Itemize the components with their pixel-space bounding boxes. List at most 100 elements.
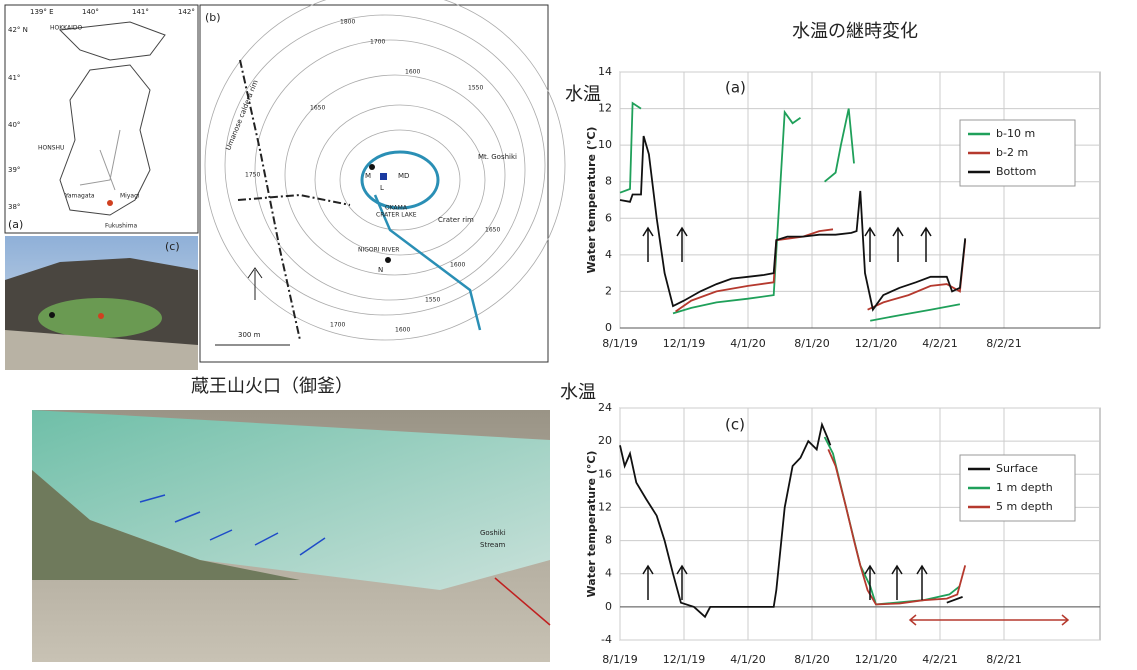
lat-label: 39° <box>8 166 20 174</box>
side-title: 水温 <box>565 84 601 105</box>
chart: -4 0 4 8 12 16 20 24 8/1/19 12/1/19 4/1/20 8/1/20 12… <box>560 382 1100 666</box>
lake-label: OKAMA <box>385 205 408 212</box>
lake-label: CRATER LAKE <box>376 212 417 219</box>
contour-label: 1750 <box>245 172 260 179</box>
contour-label: 1650 <box>310 105 325 112</box>
y-tick-label: 24 <box>598 401 612 414</box>
site-label: M <box>365 172 371 180</box>
y-tick-label: 14 <box>598 65 612 78</box>
y-tick-label: 4 <box>605 248 612 261</box>
x-tick-label: 12/1/19 <box>663 337 705 350</box>
y-tick-label: 8 <box>605 534 612 547</box>
map-a: 139° E 140° 141° 142° 42° N 41° 40° 39° … <box>5 5 198 233</box>
place-label: HONSHU <box>38 145 64 152</box>
x-tick-label: 12/1/19 <box>663 653 705 666</box>
rim-label: Crater rim <box>438 216 474 224</box>
x-tick-label: 8/1/19 <box>602 653 637 666</box>
y-tick-label: 0 <box>605 600 612 613</box>
x-tick-label: 4/1/20 <box>730 653 765 666</box>
y-axis-label: Water temperature (°C) <box>585 451 598 598</box>
site-marker <box>380 173 387 180</box>
contour-label: 1550 <box>468 85 483 92</box>
site-marker <box>385 257 391 263</box>
photo-c: (c) <box>5 236 198 370</box>
x-tick-label: 4/2/21 <box>922 337 957 350</box>
x-tick-label: 8/1/20 <box>794 653 829 666</box>
contour-label: 1650 <box>485 227 500 234</box>
river-label: NIGORI RIVER <box>358 247 399 254</box>
panel-label: (c) <box>165 240 180 253</box>
contour-label: 1600 <box>450 262 465 269</box>
annotation: (c) <box>725 416 745 434</box>
y-tick-label: 12 <box>598 500 612 513</box>
y-tick-label: 8 <box>605 175 612 188</box>
x-tick-label: 8/2/21 <box>986 653 1021 666</box>
contour-label: 1600 <box>405 69 420 76</box>
legend-label: Bottom <box>996 165 1036 178</box>
site-label: N <box>378 266 383 274</box>
annotation: (a) <box>725 79 746 97</box>
legend-label: 5 m depth <box>996 500 1053 513</box>
y-tick-label: 20 <box>598 434 612 447</box>
contour-label: 1700 <box>330 322 345 329</box>
map-frame <box>5 5 198 233</box>
lon-label: 140° <box>82 8 99 16</box>
contour-label: 1800 <box>340 19 355 26</box>
place-label: Miyagi <box>120 193 140 200</box>
lon-label: 142° <box>178 8 195 16</box>
site-label: MD <box>398 172 409 180</box>
site-marker <box>49 312 55 318</box>
site-marker <box>369 164 375 170</box>
lake-photo: Goshiki Stream <box>32 410 550 662</box>
y-tick-label: 16 <box>598 467 612 480</box>
x-tick-label: 8/1/19 <box>602 337 637 350</box>
side-title: 水温 <box>560 382 596 403</box>
photo-label: Goshiki <box>480 529 506 537</box>
y-axis-label: Water temperature (°C) <box>585 127 598 274</box>
y-tick-label: 6 <box>605 211 612 224</box>
contour-label: 1700 <box>370 39 385 46</box>
lat-label: 38° <box>8 203 20 211</box>
lon-label: 139° E <box>30 8 54 16</box>
legend-label: b-10 m <box>996 127 1035 140</box>
lon-label: 141° <box>132 8 149 16</box>
x-tick-label: 12/1/20 <box>855 337 897 350</box>
plot-area <box>620 408 1100 640</box>
scale-label: 300 m <box>238 331 261 339</box>
figure-title: 水温の継時変化 <box>792 21 918 42</box>
contour-label: 1600 <box>395 327 410 334</box>
y-tick-label: 10 <box>598 138 612 151</box>
y-tick-label: -4 <box>601 633 612 646</box>
x-tick-label: 12/1/20 <box>855 653 897 666</box>
lat-label: 42° N <box>8 26 28 34</box>
map-b: (b) 1800 1700 1600 1550 1650 1750 1650 1… <box>200 0 565 362</box>
x-tick-label: 4/1/20 <box>730 337 765 350</box>
legend-label: b-2 m <box>996 146 1028 159</box>
lat-label: 40° <box>8 121 20 129</box>
legend-label: Surface <box>996 462 1038 475</box>
site-marker <box>107 200 113 206</box>
x-tick-label: 8/1/20 <box>794 337 829 350</box>
lat-label: 41° <box>8 74 20 82</box>
legend-label: 1 m depth <box>996 481 1053 494</box>
x-tick-label: 4/2/21 <box>922 653 957 666</box>
y-tick-label: 4 <box>605 567 612 580</box>
contour-label: 1550 <box>425 297 440 304</box>
lake <box>362 152 438 208</box>
place-label: Yamagata <box>64 193 95 200</box>
place-label: HOKKAIDO <box>50 25 82 32</box>
place-label: Fukushima <box>105 223 137 230</box>
y-tick-label: 2 <box>605 284 612 297</box>
panel-label: (a) <box>8 218 23 231</box>
figure: 139° E 140° 141° 142° 42° N 41° 40° 39° … <box>0 0 1137 666</box>
y-tick-label: 0 <box>605 321 612 334</box>
panel-label: (b) <box>205 11 221 24</box>
x-tick-label: 8/2/21 <box>986 337 1021 350</box>
peak-label: Mt. Goshiki <box>478 153 517 161</box>
site-marker <box>98 313 104 319</box>
site-label: L <box>380 184 384 192</box>
caption: 蔵王山火口（御釜） <box>191 376 353 397</box>
photo-label: Stream <box>480 541 506 549</box>
